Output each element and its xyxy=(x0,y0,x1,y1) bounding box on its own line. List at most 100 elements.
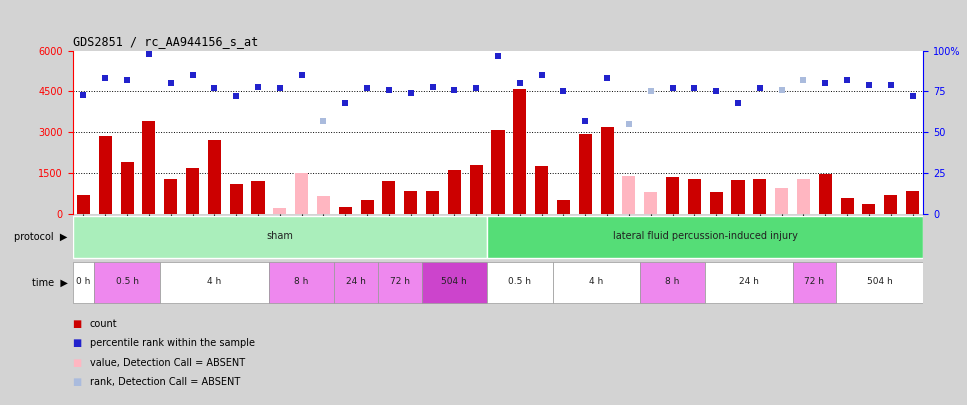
Bar xyxy=(378,262,422,303)
Text: 4 h: 4 h xyxy=(207,277,221,286)
Bar xyxy=(448,171,461,214)
Bar xyxy=(229,184,243,214)
Bar xyxy=(731,180,745,214)
Bar xyxy=(753,179,767,214)
Point xyxy=(403,90,419,96)
Text: rank, Detection Call = ABSENT: rank, Detection Call = ABSENT xyxy=(90,377,240,387)
Point xyxy=(643,88,659,95)
Bar xyxy=(73,216,487,258)
Bar xyxy=(251,181,265,214)
Bar xyxy=(578,134,592,214)
Bar xyxy=(295,173,308,214)
Bar xyxy=(552,262,640,303)
Bar xyxy=(99,136,112,214)
Point xyxy=(709,88,724,95)
Point xyxy=(490,52,506,59)
Bar xyxy=(819,175,832,214)
Point xyxy=(839,77,855,83)
Bar xyxy=(422,262,487,303)
Point xyxy=(687,85,702,92)
Bar xyxy=(160,262,269,303)
Bar xyxy=(404,191,418,214)
Point xyxy=(381,87,396,93)
Point xyxy=(534,72,549,78)
Bar xyxy=(73,262,95,303)
Bar xyxy=(186,168,199,214)
Bar xyxy=(513,89,526,214)
Bar xyxy=(644,192,658,214)
Bar xyxy=(142,122,156,214)
Bar xyxy=(557,200,570,214)
Bar xyxy=(884,195,897,214)
Text: 0.5 h: 0.5 h xyxy=(509,277,531,286)
Text: 8 h: 8 h xyxy=(294,277,308,286)
Text: 4 h: 4 h xyxy=(589,277,603,286)
Bar xyxy=(623,176,635,214)
Point xyxy=(360,85,375,92)
Point xyxy=(730,100,746,106)
Text: 504 h: 504 h xyxy=(867,277,893,286)
Text: sham: sham xyxy=(266,231,293,241)
Bar xyxy=(269,262,335,303)
Point xyxy=(447,87,462,93)
Point xyxy=(665,85,681,92)
Point xyxy=(600,75,615,82)
Point xyxy=(250,83,266,90)
Bar xyxy=(535,166,548,214)
Text: GDS2851 / rc_AA944156_s_at: GDS2851 / rc_AA944156_s_at xyxy=(73,35,258,48)
Bar xyxy=(601,127,614,214)
Bar xyxy=(95,262,160,303)
Point xyxy=(207,85,222,92)
Text: 24 h: 24 h xyxy=(739,277,759,286)
Text: 24 h: 24 h xyxy=(346,277,366,286)
Text: ■: ■ xyxy=(73,358,82,368)
Bar xyxy=(487,262,552,303)
Bar xyxy=(274,209,286,214)
Point xyxy=(752,85,768,92)
Point xyxy=(294,72,309,78)
Bar xyxy=(776,188,788,214)
Bar xyxy=(710,192,722,214)
Point xyxy=(883,82,898,88)
Bar xyxy=(688,179,701,214)
Bar xyxy=(208,141,220,214)
Point xyxy=(556,88,571,95)
Bar xyxy=(836,262,923,303)
Point xyxy=(905,93,921,100)
Point xyxy=(796,77,811,83)
Text: 0.5 h: 0.5 h xyxy=(116,277,138,286)
Point xyxy=(577,117,593,124)
Text: lateral fluid percussion-induced injury: lateral fluid percussion-induced injury xyxy=(613,231,798,241)
Point xyxy=(141,51,157,57)
Text: ■: ■ xyxy=(73,377,82,387)
Bar xyxy=(470,165,483,214)
Bar xyxy=(335,262,378,303)
Bar xyxy=(906,191,919,214)
Text: 72 h: 72 h xyxy=(805,277,825,286)
Bar xyxy=(121,162,133,214)
Bar xyxy=(640,262,705,303)
Bar xyxy=(361,200,373,214)
Point xyxy=(621,121,636,127)
Point xyxy=(272,85,287,92)
Text: value, Detection Call = ABSENT: value, Detection Call = ABSENT xyxy=(90,358,245,368)
Bar xyxy=(491,130,505,214)
Bar xyxy=(77,195,90,214)
Bar xyxy=(317,196,330,214)
Bar xyxy=(705,262,793,303)
Point xyxy=(163,80,179,87)
Point xyxy=(817,80,833,87)
Text: 8 h: 8 h xyxy=(665,277,680,286)
Text: time  ▶: time ▶ xyxy=(32,278,68,288)
Text: 0 h: 0 h xyxy=(76,277,91,286)
Point xyxy=(425,83,440,90)
Point xyxy=(468,85,484,92)
Point xyxy=(337,100,353,106)
Bar xyxy=(164,179,177,214)
Bar xyxy=(840,198,854,214)
Point xyxy=(862,82,877,88)
Bar xyxy=(487,216,923,258)
Point xyxy=(228,93,244,100)
Bar xyxy=(338,207,352,214)
Text: 72 h: 72 h xyxy=(390,277,410,286)
